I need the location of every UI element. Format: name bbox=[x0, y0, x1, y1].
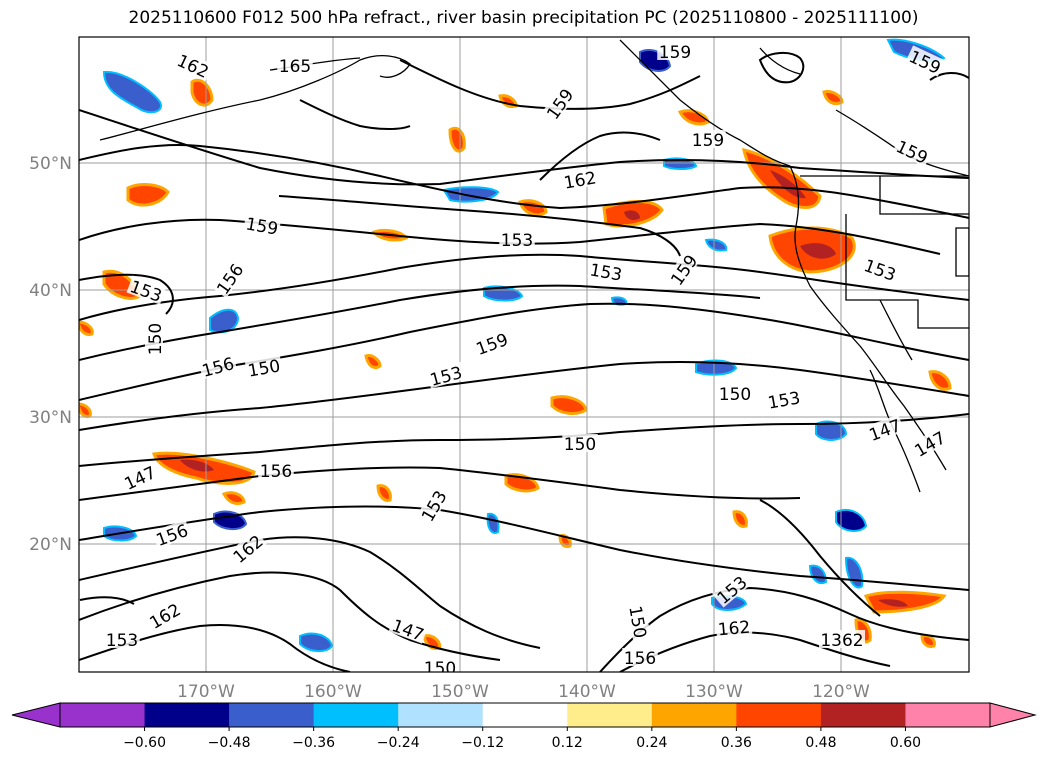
colorbar-tick-label: −0.60 bbox=[123, 735, 166, 751]
contour-label-bg bbox=[909, 426, 950, 460]
lon-label: 120°W bbox=[812, 682, 870, 702]
contour-label-bg bbox=[764, 387, 803, 411]
contour-label-bg bbox=[173, 49, 214, 81]
colorbar-tick-label: 0.60 bbox=[890, 735, 921, 751]
lat-label: 30°N bbox=[29, 408, 72, 428]
colorbar-tick-label: 0.24 bbox=[636, 735, 667, 751]
contour-label-bg bbox=[388, 614, 429, 644]
contour-label-bg bbox=[416, 485, 450, 526]
contour-label-bg bbox=[126, 275, 167, 305]
contour-label-bg bbox=[627, 602, 651, 641]
contour-label: 165 bbox=[279, 57, 311, 77]
lat-label: 50°N bbox=[29, 154, 72, 174]
contour-label-bg bbox=[665, 249, 701, 290]
contour-label-bg bbox=[104, 630, 140, 648]
contour-label-bg bbox=[144, 598, 185, 632]
contour-label: 153 bbox=[501, 231, 533, 251]
contour-label-bg bbox=[258, 461, 294, 479]
plot-area bbox=[79, 37, 969, 672]
contour-label-bg bbox=[905, 45, 946, 77]
contour-label-bg bbox=[587, 259, 626, 283]
colorbar-tick-label: 0.48 bbox=[805, 735, 836, 751]
contour-label-bg bbox=[560, 167, 599, 191]
contour-label-bg bbox=[426, 361, 466, 389]
lat-label: 20°N bbox=[29, 535, 72, 555]
contour-label: 159 bbox=[692, 131, 724, 151]
colorbar-tick-label: −0.24 bbox=[377, 735, 420, 751]
colorbar-segment bbox=[482, 703, 568, 727]
contour-label-bg bbox=[243, 213, 282, 237]
contour-label-bg bbox=[717, 384, 753, 402]
colorbar-frame bbox=[59, 702, 991, 728]
contour-label-bg bbox=[819, 630, 865, 648]
lon-label: 130°W bbox=[685, 682, 743, 702]
contour-label-bg bbox=[715, 616, 753, 638]
colorbar-extend-max bbox=[989, 702, 1037, 728]
colorbar-segment bbox=[820, 703, 906, 727]
colorbar-segment bbox=[313, 703, 399, 727]
lon-label: 170°W bbox=[177, 682, 235, 702]
colorbar-tick-label: 0.12 bbox=[552, 735, 583, 751]
contour-label: 153 bbox=[106, 631, 138, 651]
longitude-labels: 170°W 160°W 150°W 140°W 130°W 120°W bbox=[177, 682, 870, 702]
contour-label-bg bbox=[145, 321, 163, 357]
height-contours bbox=[79, 52, 969, 672]
contour-label-bg bbox=[657, 42, 693, 60]
contour-label-bg bbox=[892, 135, 933, 167]
colorbar-segment bbox=[905, 703, 991, 727]
colorbar-extend-min bbox=[11, 702, 61, 728]
contour-label-bg bbox=[119, 461, 160, 493]
contour-label-bg bbox=[711, 570, 751, 608]
contour-label-bg bbox=[227, 529, 267, 567]
colorbar: −0.60 −0.48 −0.36 −0.24 −0.12 0.12 0.24 0.36 0.4… bbox=[11, 702, 1037, 751]
contour-label: 159 bbox=[659, 43, 691, 63]
contour-label: 1362 bbox=[820, 631, 863, 651]
colorbar-segment bbox=[144, 703, 230, 727]
colorbar-segment bbox=[60, 703, 146, 727]
contour-label-bg bbox=[864, 414, 905, 444]
colorbar-segment bbox=[229, 703, 315, 727]
colorbar-segment bbox=[651, 703, 737, 727]
contour-label-bg bbox=[622, 648, 658, 666]
latitude-labels: 50°N 40°N 30°N 20°N bbox=[29, 154, 72, 555]
colorbar-tick-label: −0.36 bbox=[292, 735, 335, 751]
contour-label: 150 bbox=[146, 323, 166, 355]
contour-label-bg bbox=[562, 434, 598, 452]
contour-label: 150 bbox=[719, 385, 751, 405]
contour-label: 156 bbox=[624, 649, 656, 669]
contour-label-bg bbox=[541, 83, 577, 124]
colorbar-segment bbox=[398, 703, 484, 727]
lon-label: 140°W bbox=[558, 682, 616, 702]
contour-label: 150 bbox=[424, 659, 456, 679]
contour-label: 156 bbox=[260, 462, 292, 482]
contour-label-bg bbox=[860, 254, 901, 284]
precipitation-shading bbox=[79, 38, 952, 652]
lon-label: 150°W bbox=[431, 682, 489, 702]
contour-label-bg bbox=[244, 355, 283, 379]
colorbar-segment bbox=[567, 703, 653, 727]
contour-label-bg bbox=[211, 258, 247, 299]
lat-label: 40°N bbox=[29, 281, 72, 301]
contour-label-bg bbox=[690, 130, 726, 148]
contour-label-bg bbox=[277, 56, 313, 74]
contour-label-bg bbox=[422, 658, 458, 672]
contour-label: 162 bbox=[717, 618, 751, 641]
lon-label: 160°W bbox=[304, 682, 362, 702]
colorbar-segment bbox=[736, 703, 822, 727]
contour-label-bg bbox=[471, 328, 512, 358]
map-title: 2025110600 F012 500 hPa refract., river … bbox=[128, 8, 919, 28]
plot-frame bbox=[78, 36, 970, 673]
contour-label-bg bbox=[198, 352, 238, 380]
colorbar-tick-label: 0.36 bbox=[721, 735, 752, 751]
contour-label-bg bbox=[151, 519, 192, 549]
colorbar-tick-label: −0.12 bbox=[461, 735, 504, 751]
contour-label: 150 bbox=[564, 435, 596, 455]
colorbar-tick-label: −0.48 bbox=[208, 735, 251, 751]
contour-label-bg bbox=[499, 230, 535, 248]
